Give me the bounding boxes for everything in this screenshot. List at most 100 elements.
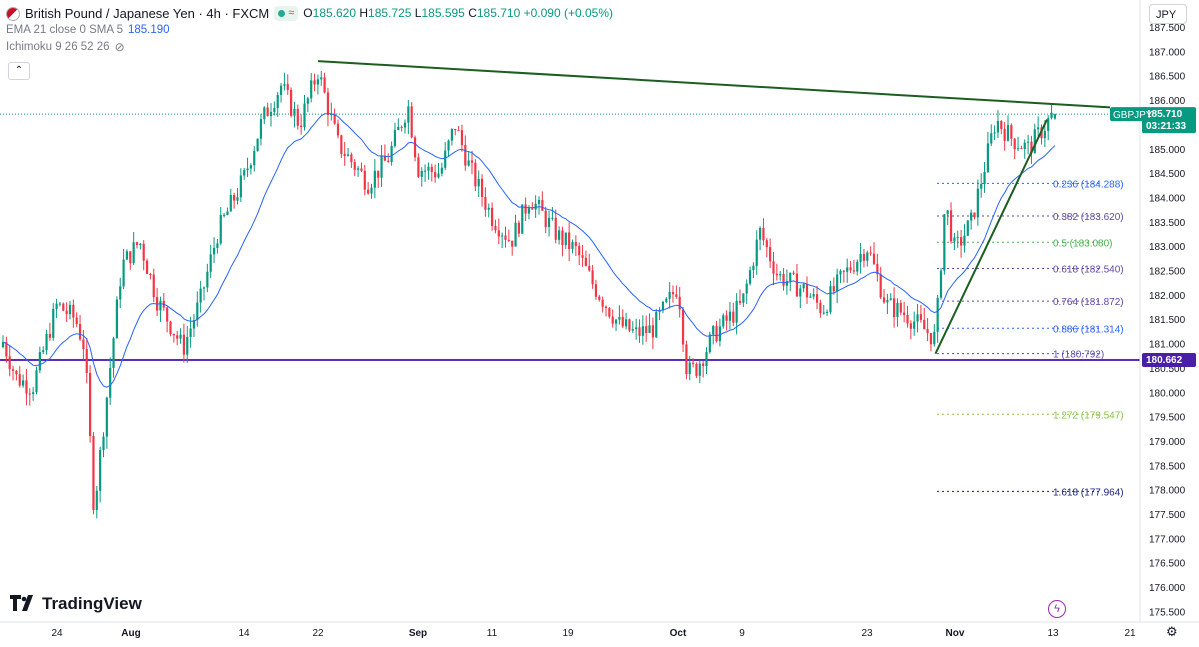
symbol-title[interactable]: British Pound / Japanese Yen · 4h · FXCM [25, 6, 270, 21]
candle-body [273, 108, 276, 113]
candle-body [752, 265, 755, 271]
candle-body [574, 242, 577, 247]
candle-body [192, 320, 196, 329]
market-status[interactable]: ≈ [274, 6, 299, 21]
candle-body [809, 296, 812, 298]
candle-body [655, 312, 658, 338]
candle-body [839, 270, 842, 275]
x-tick-label: Nov [946, 628, 965, 639]
candle-body [169, 321, 172, 334]
candle-body [856, 261, 859, 272]
indicator-ema[interactable]: EMA 21 close 0 SMA 5 185.190 [6, 22, 613, 39]
candle-body [380, 155, 383, 178]
candle-body [842, 270, 845, 272]
candle-body [216, 243, 219, 248]
candle-body [105, 397, 108, 437]
indicator-ichimoku[interactable]: Ichimoku 9 26 52 26 ⊘ [6, 40, 125, 54]
candle-body [986, 143, 989, 172]
candle-body [487, 207, 490, 210]
candle-body [8, 356, 11, 370]
eye-hidden-icon[interactable]: ⊘ [114, 40, 125, 54]
chart-legend: British Pound / Japanese Yen · 4h · FXCM… [6, 5, 613, 56]
candle-body [145, 260, 149, 274]
candle-body [276, 94, 279, 109]
market-open-dot-icon [278, 10, 286, 17]
candle-body [85, 349, 88, 373]
candle-body [283, 84, 286, 86]
candle-body [521, 204, 524, 234]
candle-body [1016, 148, 1020, 150]
candle-body [139, 243, 142, 246]
candle-body [973, 212, 976, 218]
candle-body [829, 286, 832, 313]
candle-body [460, 130, 464, 146]
candle-body [641, 326, 644, 336]
candle-body [417, 157, 420, 177]
symbol-tag-bg [1110, 107, 1148, 122]
y-tick-label: 177.500 [1149, 510, 1186, 521]
candle-body [186, 336, 189, 355]
bolt-icon[interactable]: ϟ [1048, 600, 1066, 618]
change-value: +0.090 (+0.05%) [523, 6, 614, 20]
y-tick-label: 183.000 [1149, 242, 1186, 253]
candle-body [738, 300, 742, 303]
candle-body [876, 263, 879, 275]
candle-body [393, 130, 397, 146]
candle-body [18, 374, 21, 386]
candle-body [531, 208, 534, 210]
candle-body [206, 271, 209, 288]
y-tick-label: 175.500 [1149, 607, 1186, 618]
candle-body [966, 220, 969, 236]
tradingview-logo[interactable]: TradingView [10, 594, 142, 614]
x-tick-label: 21 [1124, 628, 1136, 639]
candle-body [209, 254, 212, 272]
candle-body [906, 314, 909, 324]
candle-body [735, 300, 738, 323]
x-tick-label: Sep [409, 628, 427, 639]
candle-body [718, 326, 721, 342]
candle-body [782, 274, 785, 286]
candle-body [102, 436, 105, 450]
candle-body [668, 291, 671, 299]
candle-body [638, 327, 641, 336]
candle-body [722, 315, 725, 327]
candle-body [916, 314, 919, 322]
candle-body [568, 232, 571, 250]
fib-level-label: 0.236 (184.288) [1053, 179, 1124, 190]
candle-body [72, 304, 75, 318]
candle-body [142, 243, 145, 261]
candle-body [805, 283, 809, 298]
collapse-legend-button[interactable]: ⌃ [8, 62, 30, 80]
candle-body [357, 168, 360, 170]
level-price-badge-text: 180.662 [1146, 355, 1183, 366]
ohlc-values: O185.620 H185.725 L185.595 C185.710 +0.0… [303, 6, 614, 20]
candle-body [1030, 141, 1033, 154]
candle-body [239, 175, 242, 198]
gear-icon[interactable]: ⚙ [1166, 624, 1178, 639]
candle-body [708, 334, 711, 353]
candle-body [112, 338, 115, 368]
candle-body [671, 291, 675, 295]
candle-body [943, 214, 946, 271]
candle-body [1020, 148, 1023, 150]
fib-level-label: 1.272 (179.547) [1053, 410, 1124, 421]
candle-body [330, 113, 333, 116]
candle-body [893, 298, 896, 318]
candle-body [953, 237, 956, 242]
candle-body [812, 294, 815, 297]
y-tick-label: 187.500 [1149, 23, 1186, 34]
candle-body [859, 254, 862, 262]
candle-body [35, 370, 38, 393]
candle-body [635, 327, 638, 330]
candle-body [886, 299, 889, 303]
currency-button[interactable]: JPY [1149, 4, 1187, 24]
candle-body [397, 126, 400, 131]
candle-body [199, 288, 202, 303]
candle-body [939, 270, 943, 298]
candle-body [561, 230, 564, 246]
candle-body [712, 326, 715, 335]
candle-body [172, 333, 175, 336]
ema-21-line [2, 113, 1056, 388]
candle-body [725, 315, 728, 321]
